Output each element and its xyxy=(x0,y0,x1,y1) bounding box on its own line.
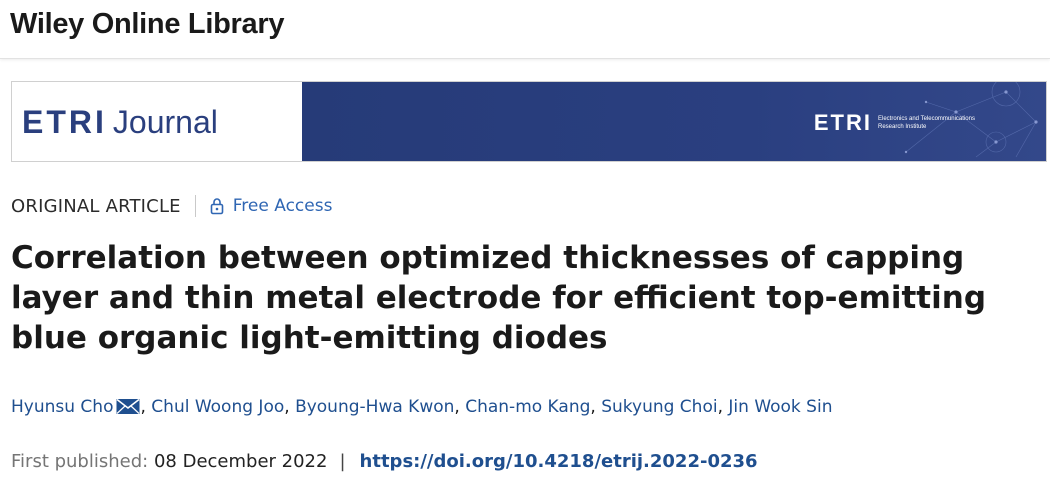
etri-wordmark: ETRI xyxy=(22,104,107,140)
etri-institute-wordmark: ETRI xyxy=(813,110,872,135)
doi-link[interactable]: https://doi.org/10.4218/etrij.2022-0236 xyxy=(359,451,758,472)
etri-institute-logo: ETRI Electronics and Telecommunications … xyxy=(814,110,978,136)
publication-date: 08 December 2022 xyxy=(153,451,328,472)
article-meta-row: ORIGINAL ARTICLE Free Access xyxy=(11,195,332,217)
etri-institute-name: Electronics and Telecommunications Resea… xyxy=(878,116,975,130)
etri-journal-logo[interactable]: ETRI Journal xyxy=(22,104,218,141)
publication-separator: | xyxy=(339,451,346,472)
journal-wordmark: Journal xyxy=(112,104,218,140)
article-title: Correlation between optimized thicknesse… xyxy=(11,240,987,356)
site-header: Wiley Online Library xyxy=(0,0,1050,59)
author-separator: , xyxy=(140,397,152,417)
author-separator: , xyxy=(284,397,296,417)
author-separator: , xyxy=(717,397,729,417)
meta-divider xyxy=(194,195,196,217)
author-link[interactable]: Chul Woong Joo xyxy=(151,397,285,417)
free-access-badge: Free Access xyxy=(232,196,333,216)
banner-left-panel: ETRI Journal xyxy=(12,82,302,161)
author-separator: , xyxy=(454,397,466,417)
author-link[interactable]: Byoung-Hwa Kwon xyxy=(295,397,455,417)
author-list: Hyunsu Cho, Chul Woong Joo, Byoung-Hwa K… xyxy=(11,397,832,417)
network-graphic-icon xyxy=(904,82,1038,158)
author-link[interactable]: Sukyung Choi xyxy=(601,397,718,417)
author-link[interactable]: Chan-mo Kang xyxy=(465,397,591,417)
publication-info: First published: 08 December 2022 | https:… xyxy=(11,451,758,472)
article-type-label: ORIGINAL ARTICLE xyxy=(11,195,181,217)
lock-icon xyxy=(210,198,224,215)
first-published-label: First published: xyxy=(11,451,149,472)
envelope-icon[interactable] xyxy=(116,398,140,415)
journal-banner[interactable]: ETRI Journal ETRI Electronics and Telecom… xyxy=(11,81,1047,162)
wiley-online-library-logo[interactable]: Wiley Online Library xyxy=(10,8,285,40)
author-link[interactable]: Jin Wook Sin xyxy=(728,397,833,417)
banner-right-panel: ETRI Electronics and Telecommunications … xyxy=(302,82,1046,161)
author-link[interactable]: Hyunsu Cho xyxy=(11,397,114,417)
author-separator: , xyxy=(590,397,602,417)
